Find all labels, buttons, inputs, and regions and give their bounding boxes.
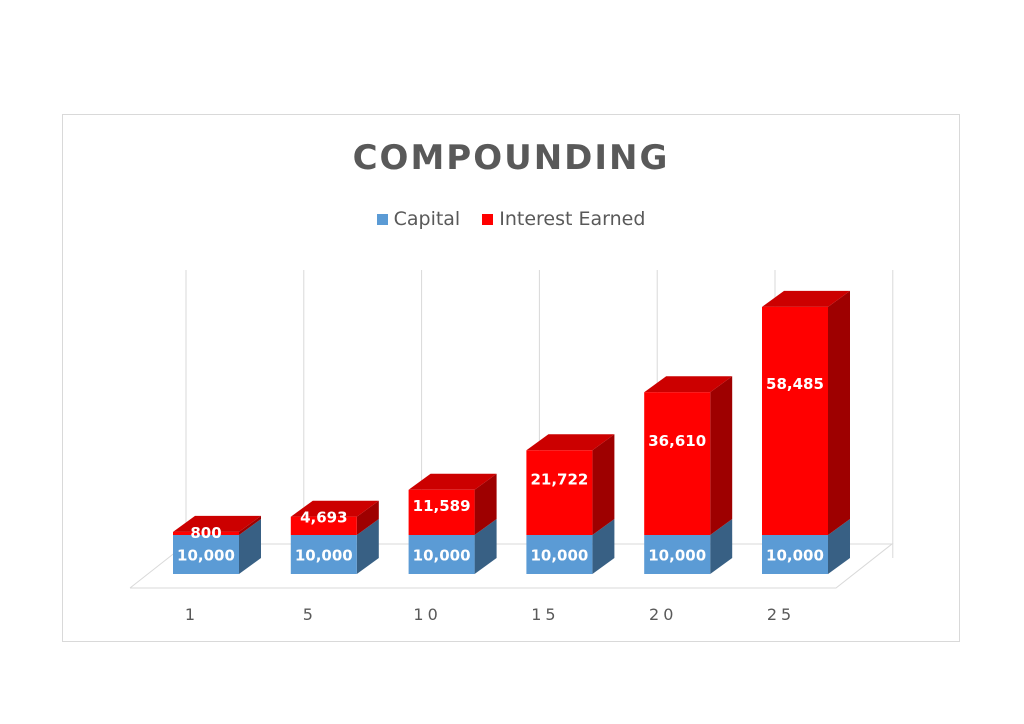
legend-swatch-capital — [376, 213, 388, 225]
bar-top — [290, 500, 379, 517]
data-label: 21,722 — [530, 471, 588, 489]
legend-label-interest: Interest Earned — [499, 208, 646, 230]
bar-side — [474, 519, 497, 574]
legend-item-interest: Interest Earned — [482, 208, 645, 230]
floor-outline — [129, 543, 894, 589]
bar-top — [526, 434, 615, 451]
data-label: 36,610 — [648, 432, 706, 450]
data-label: 800 — [190, 524, 221, 542]
data-label: 10,000 — [177, 547, 235, 565]
x-tick-label: 25 — [767, 605, 795, 624]
bar-interest — [290, 516, 357, 535]
data-label: 10,000 — [413, 547, 471, 565]
bar-side — [828, 519, 850, 574]
data-label: 10,000 — [530, 547, 588, 565]
x-tick-label: 1 — [185, 605, 199, 624]
bar-capital — [644, 535, 711, 574]
bar-capital — [173, 535, 239, 574]
bar-top — [408, 473, 497, 490]
bar-interest — [408, 489, 475, 535]
chart-title: COMPOUNDING — [352, 138, 670, 178]
x-tick-label: 10 — [413, 605, 441, 624]
bar-side — [592, 519, 615, 574]
bar-interest — [762, 306, 828, 535]
legend-swatch-interest — [482, 213, 494, 225]
bar-side — [239, 515, 261, 535]
bar-capital — [526, 535, 593, 574]
bar-capital — [762, 535, 828, 574]
bar-side — [592, 434, 615, 535]
bar-side — [239, 519, 261, 574]
bar-interest — [173, 531, 239, 535]
x-tick-label: 5 — [303, 605, 317, 624]
legend-label-capital: Capital — [393, 208, 461, 230]
bar-top — [644, 376, 733, 393]
bar-side — [710, 376, 733, 535]
bar-capital — [408, 535, 475, 574]
legend: Capital Interest Earned — [62, 208, 960, 230]
x-tick-label: 15 — [531, 605, 559, 624]
bar-top — [762, 290, 850, 307]
data-label: 10,000 — [766, 547, 824, 565]
bar-side — [356, 500, 379, 535]
data-label: 10,000 — [295, 547, 353, 565]
legend-item-capital: Capital — [376, 208, 461, 230]
bar-interest — [644, 392, 711, 535]
bar-side — [356, 519, 379, 574]
x-tick-label: 20 — [649, 605, 677, 624]
bar-capital — [290, 535, 357, 574]
data-label: 58,485 — [766, 375, 824, 393]
bar-side — [828, 290, 850, 535]
bar-interest — [526, 450, 593, 535]
data-label: 4,693 — [300, 509, 347, 527]
bar-side — [474, 473, 497, 535]
data-label: 11,589 — [413, 497, 471, 515]
bar-top — [173, 515, 261, 532]
data-label: 10,000 — [648, 547, 706, 565]
bar-side — [710, 519, 733, 574]
